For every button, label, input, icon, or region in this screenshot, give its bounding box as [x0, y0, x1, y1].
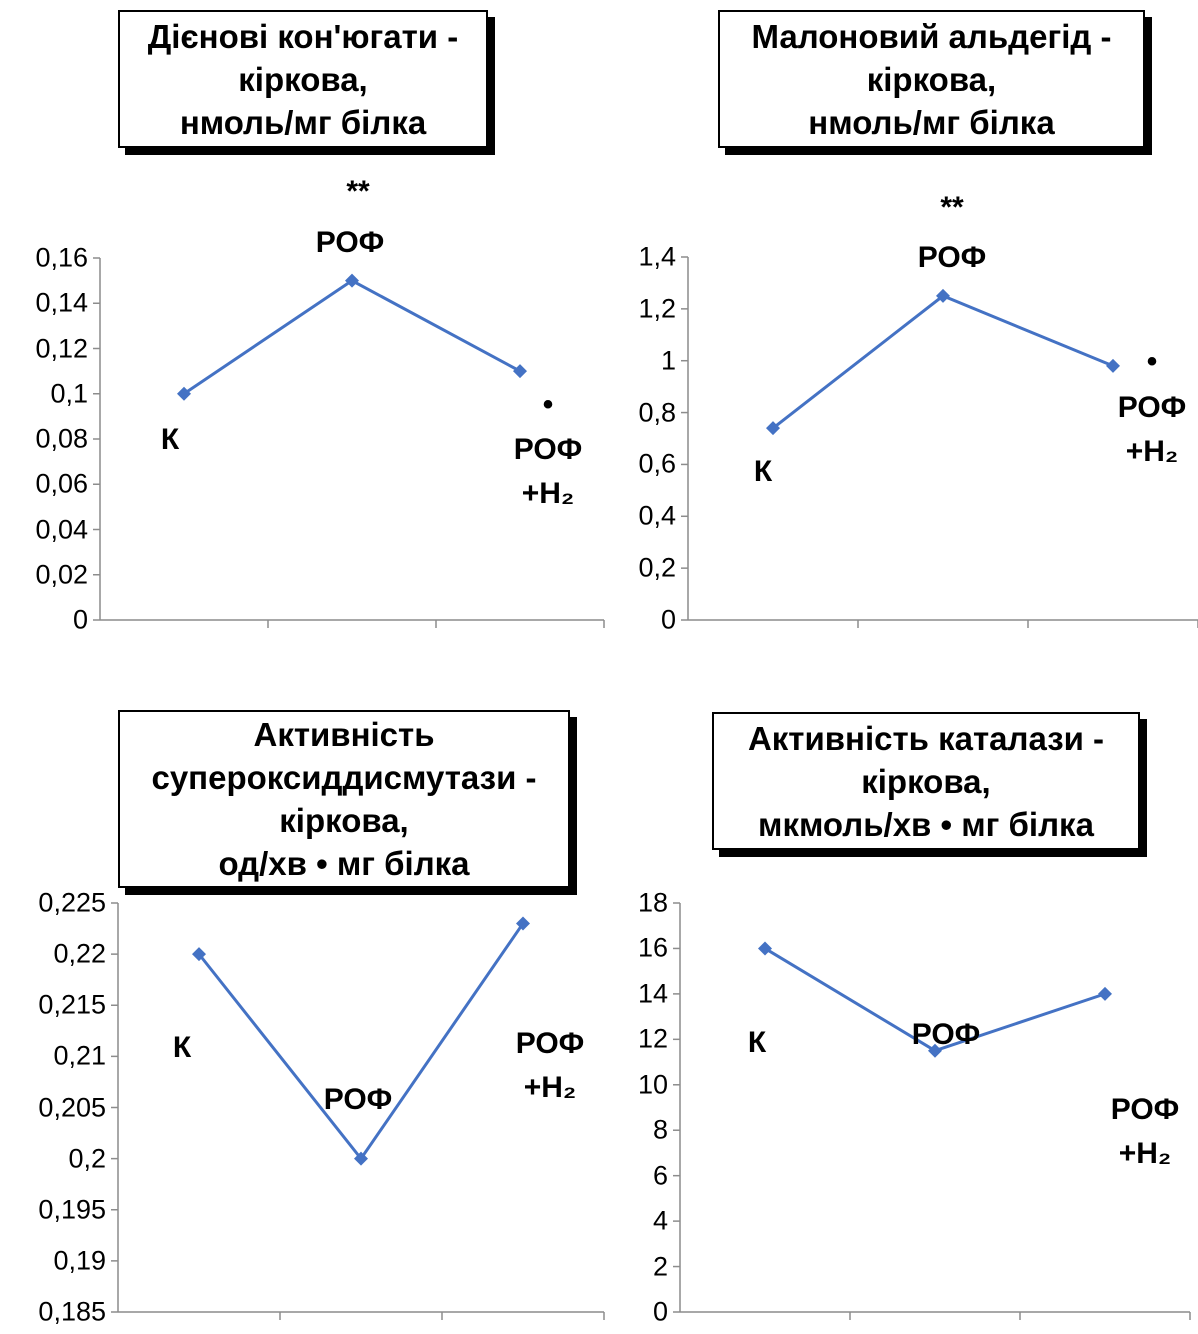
y-tick-label: 10: [637, 1069, 668, 1100]
chart-title: Дієнові кон'югати - кіркова, нмоль/мг бі…: [118, 10, 488, 148]
y-tick-label: 1: [660, 345, 676, 376]
y-tick-label: 0: [72, 604, 88, 635]
y-tick-label: 1,4: [638, 241, 676, 272]
data-line: [197, 922, 525, 1162]
category-label: РОФ: [315, 226, 385, 259]
data-point: [928, 1043, 942, 1058]
y-tick-label: 0,2: [68, 1143, 106, 1174]
y-tick-label: 0,1: [50, 378, 88, 409]
chart-title: Активність каталази - кіркова, мкмоль/хв…: [712, 712, 1140, 850]
category-label: РОФ: [911, 1018, 981, 1051]
y-tick-label: 0,2: [638, 552, 676, 583]
category-label: К: [747, 1026, 767, 1059]
point-note: •: [1146, 345, 1158, 378]
category-label: РОФ +H₂: [515, 1027, 585, 1104]
y-tick-label: 0,21: [53, 1040, 106, 1071]
y-tick-label: 0,215: [38, 989, 106, 1020]
y-tick-label: 0,14: [35, 287, 88, 318]
data-point: [516, 916, 530, 931]
y-tick-label: 0,8: [638, 397, 676, 428]
y-tick-label: 0,22: [53, 938, 106, 969]
y-tick-label: 2: [652, 1251, 668, 1282]
data-point: [354, 1151, 368, 1166]
y-tick-label: 0: [660, 604, 676, 635]
chart-title: Малоновий альдегід - кіркова, нмоль/мг б…: [718, 10, 1145, 148]
point-note: **: [346, 175, 370, 208]
category-label: РОФ +H₂: [1117, 391, 1187, 468]
data-point: [1106, 358, 1120, 373]
y-tick-label: 0,08: [35, 423, 88, 454]
y-tick-label: 4: [652, 1205, 668, 1236]
y-tick-label: 0,16: [35, 242, 88, 273]
category-label: К: [172, 1031, 192, 1064]
point-note: **: [940, 191, 964, 224]
category-label: К: [160, 423, 180, 456]
y-tick-label: 1,2: [638, 293, 676, 324]
data-point: [766, 421, 780, 436]
y-tick-label: 0,19: [53, 1245, 106, 1276]
point-note: •: [542, 388, 554, 421]
y-tick-label: 14: [637, 978, 668, 1009]
y-tick-label: 0,225: [38, 887, 106, 918]
y-tick-label: 12: [637, 1023, 668, 1054]
y-tick-label: 16: [637, 932, 668, 963]
y-tick-label: 0,185: [38, 1296, 106, 1327]
y-tick-label: 0,06: [35, 468, 88, 499]
y-tick-label: 0,6: [638, 448, 676, 479]
data-point: [1098, 986, 1112, 1001]
data-point: [192, 947, 206, 962]
data-line: [183, 278, 521, 395]
category-label: РОФ +H₂: [513, 433, 583, 510]
y-tick-label: 0,4: [638, 500, 676, 531]
data-point: [758, 941, 772, 956]
y-tick-label: 6: [652, 1160, 668, 1191]
y-tick-label: 0: [652, 1296, 668, 1327]
data-point: [936, 288, 950, 303]
data-point: [513, 364, 527, 379]
data-line: [772, 294, 1114, 430]
y-tick-label: 0,195: [38, 1194, 106, 1225]
category-label: РОФ: [917, 241, 987, 274]
y-tick-label: 0,02: [35, 559, 88, 590]
y-tick-label: 8: [652, 1114, 668, 1145]
y-tick-label: 0,205: [38, 1092, 106, 1122]
category-label: РОФ +H₂: [1110, 1093, 1180, 1170]
y-tick-label: 18: [637, 887, 668, 918]
category-label: К: [753, 455, 773, 488]
data-point: [345, 273, 359, 288]
category-label: РОФ: [323, 1083, 393, 1116]
data-point: [177, 386, 191, 401]
chart-title: Активність супероксиддисмутази - кіркова…: [118, 710, 570, 888]
y-tick-label: 0,12: [35, 333, 88, 363]
y-tick-label: 0,04: [35, 514, 88, 544]
